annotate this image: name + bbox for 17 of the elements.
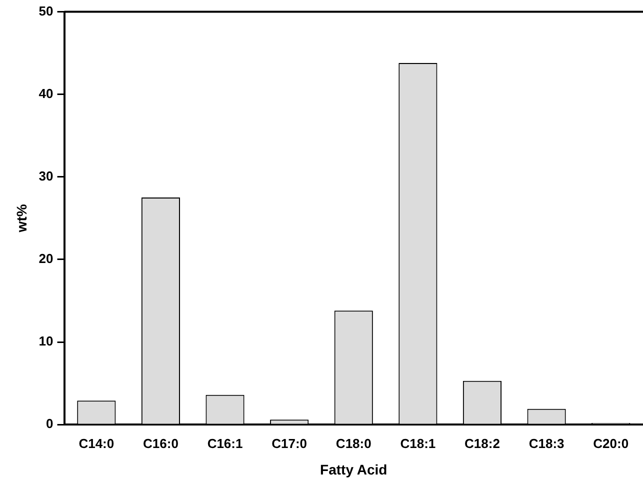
x-axis-title: Fatty Acid (320, 461, 388, 478)
y-tick-label: 30 (38, 168, 54, 184)
y-axis-title: wt% (13, 204, 30, 234)
x-tick-label: C18:2 (464, 436, 500, 451)
x-tick-label: C16:1 (207, 436, 243, 451)
y-tick-label: 50 (38, 3, 54, 18)
x-tick-label: C14:0 (78, 436, 114, 451)
y-tick-label: 0 (46, 416, 54, 432)
x-tick-label: C17:0 (272, 436, 308, 451)
x-tick-label: C18:0 (336, 436, 372, 451)
x-tick-label: C16:0 (143, 436, 178, 451)
y-tick-label: 40 (38, 86, 54, 101)
x-tick-label: C18:1 (400, 436, 436, 451)
y-tick-label: 20 (38, 251, 54, 266)
y-tick-label: 10 (38, 334, 54, 349)
x-tick-label: C18:3 (528, 436, 564, 451)
x-tick-label: C20:0 (593, 436, 629, 451)
